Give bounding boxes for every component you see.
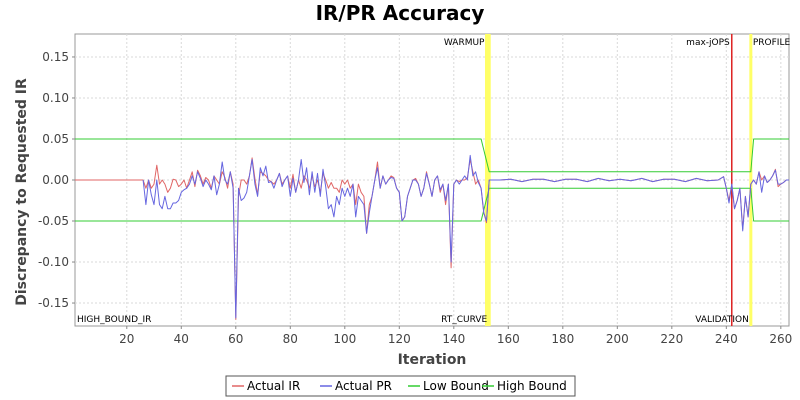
- y-tick-label: -0.05: [38, 214, 69, 228]
- y-tick-label: 0.05: [42, 132, 69, 146]
- x-tick-label: 40: [174, 332, 189, 346]
- y-axis-label: Discrepancy to Requested IR: [14, 78, 30, 306]
- annotations: HIGH_BOUND_IR WARMUP RT_CURVE max-jOPS VALID…: [77, 38, 790, 325]
- phase-annotation: VALIDATION: [695, 315, 749, 325]
- phase-annotation: PROFILE: [753, 38, 791, 48]
- series: [75, 138, 789, 320]
- legend-box: [225, 375, 576, 397]
- x-axis-label: Iteration: [398, 352, 467, 368]
- y-tick-label: -0.15: [38, 296, 69, 310]
- y-axis-ticks: -0.15 -0.10 -0.05 0.00 0.05 0.10 0.15: [38, 50, 75, 310]
- x-tick-label: 60: [228, 332, 243, 346]
- x-tick-label: 20: [119, 332, 134, 346]
- x-tick-label: 220: [660, 332, 683, 346]
- series-line-actual-pr: [142, 154, 789, 319]
- phase-annotation: max-jOPS: [686, 38, 730, 48]
- series-line-low-bound: [75, 187, 789, 222]
- legend: Actual IR Actual PR Low Bound High Bound: [225, 375, 576, 397]
- y-tick-label: -0.10: [38, 255, 69, 269]
- x-tick-label: 240: [715, 332, 738, 346]
- legend-label: Actual IR: [247, 379, 300, 393]
- y-tick-label: 0.15: [42, 50, 69, 64]
- y-tick-label: 0.10: [42, 91, 69, 105]
- legend-label: Low Bound: [423, 379, 489, 393]
- x-tick-label: 100: [333, 332, 356, 346]
- x-tick-label: 120: [388, 332, 411, 346]
- y-tick-label: 0.00: [42, 173, 69, 187]
- legend-label: High Bound: [497, 379, 567, 393]
- x-tick-label: 80: [283, 332, 298, 346]
- x-tick-label: 140: [442, 332, 465, 346]
- series-line-high-bound: [75, 138, 789, 173]
- phase-annotation: RT_CURVE: [441, 315, 487, 325]
- x-axis-ticks: 20 40 60 80 100 120 140 160 180 200 220 240 260: [119, 326, 792, 346]
- phase-annotation: WARMUP: [444, 38, 485, 48]
- chart-title: IR/PR Accuracy: [316, 1, 485, 25]
- x-tick-label: 200: [606, 332, 629, 346]
- x-tick-label: 160: [497, 332, 520, 346]
- x-tick-label: 180: [551, 332, 574, 346]
- legend-label: Actual PR: [335, 379, 392, 393]
- phase-annotation: HIGH_BOUND_IR: [77, 315, 151, 325]
- x-tick-label: 260: [769, 332, 792, 346]
